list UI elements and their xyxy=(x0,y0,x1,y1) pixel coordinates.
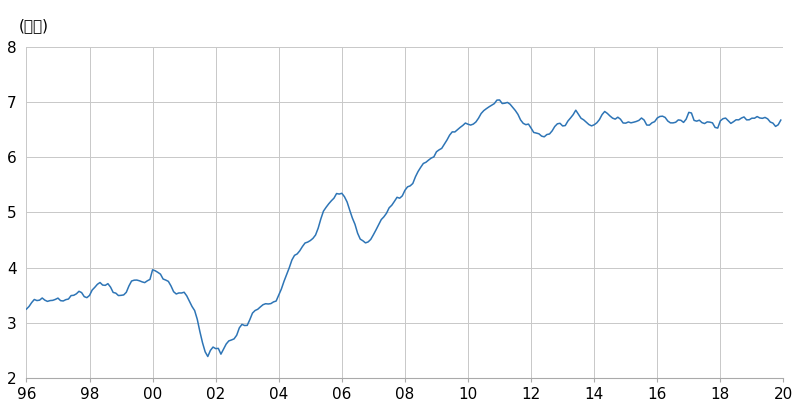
Text: (百萬): (百萬) xyxy=(19,18,49,34)
